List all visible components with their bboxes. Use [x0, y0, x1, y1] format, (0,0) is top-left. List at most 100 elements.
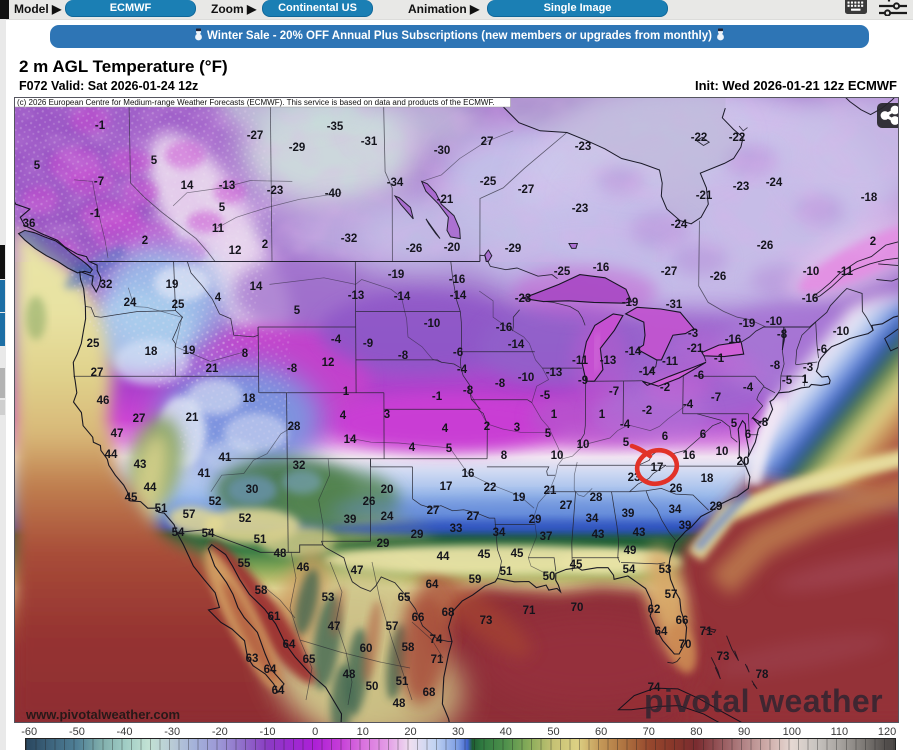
svg-text:34: 34 — [586, 513, 599, 525]
svg-text:47: 47 — [111, 428, 124, 440]
svg-text:-25: -25 — [554, 266, 571, 278]
svg-text:45: 45 — [478, 549, 491, 561]
svg-text:-10: -10 — [803, 266, 820, 278]
svg-text:55: 55 — [238, 558, 251, 570]
svg-text:59: 59 — [469, 574, 482, 586]
svg-text:10: 10 — [577, 439, 590, 451]
svg-text:-14: -14 — [394, 291, 411, 303]
svg-text:-19: -19 — [739, 318, 756, 330]
svg-text:-13: -13 — [348, 290, 365, 302]
svg-text:17: 17 — [651, 462, 664, 474]
svg-text:5: 5 — [294, 305, 301, 317]
svg-text:-26: -26 — [710, 271, 727, 283]
svg-text:-29: -29 — [505, 243, 522, 255]
svg-text:-7: -7 — [711, 392, 721, 404]
svg-text:78: 78 — [756, 669, 769, 681]
svg-text:26: 26 — [670, 483, 683, 495]
svg-text:43: 43 — [134, 459, 147, 471]
svg-text:-8: -8 — [758, 417, 769, 429]
svg-text:44: 44 — [144, 482, 157, 494]
svg-text:3: 3 — [384, 409, 390, 421]
svg-text:45: 45 — [511, 548, 524, 560]
svg-text:16: 16 — [462, 468, 475, 480]
svg-text:-40: -40 — [325, 188, 342, 200]
svg-text:-24: -24 — [766, 177, 783, 189]
svg-text:30: 30 — [246, 484, 259, 496]
svg-text:68: 68 — [423, 687, 436, 699]
svg-text:49: 49 — [624, 545, 637, 557]
svg-text:54: 54 — [172, 527, 185, 539]
svg-text:www.pivotalweather.com: www.pivotalweather.com — [25, 707, 180, 722]
svg-text:65: 65 — [398, 592, 411, 604]
svg-text:6: 6 — [700, 429, 706, 441]
svg-text:1: 1 — [802, 374, 809, 386]
svg-text:57: 57 — [183, 509, 196, 521]
svg-text:19: 19 — [183, 345, 196, 357]
svg-text:-31: -31 — [666, 299, 683, 311]
svg-text:-21: -21 — [696, 190, 713, 202]
svg-text:28: 28 — [288, 421, 301, 433]
svg-text:-19: -19 — [622, 297, 639, 309]
svg-text:-10: -10 — [766, 316, 783, 328]
svg-text:34: 34 — [493, 527, 506, 539]
svg-text:-5: -5 — [782, 375, 793, 387]
svg-text:-4: -4 — [743, 382, 754, 394]
svg-text:6: 6 — [662, 431, 668, 443]
svg-text:-27: -27 — [247, 130, 264, 142]
svg-text:73: 73 — [717, 651, 730, 663]
svg-text:-26: -26 — [757, 240, 774, 252]
svg-text:47: 47 — [328, 621, 341, 633]
svg-text:53: 53 — [659, 564, 672, 576]
svg-text:52: 52 — [209, 496, 222, 508]
svg-text:-8: -8 — [495, 378, 506, 390]
svg-text:-16: -16 — [725, 334, 742, 346]
svg-text:pivotal weather: pivotal weather — [644, 683, 883, 719]
svg-text:64: 64 — [283, 639, 296, 651]
svg-text:39: 39 — [679, 520, 692, 532]
svg-text:64: 64 — [264, 664, 277, 676]
svg-text:-27: -27 — [661, 266, 678, 278]
svg-text:24: 24 — [381, 511, 394, 523]
svg-text:48: 48 — [343, 669, 356, 681]
svg-text:71: 71 — [700, 626, 713, 638]
svg-text:2: 2 — [262, 239, 268, 251]
svg-text:16: 16 — [683, 450, 696, 462]
svg-text:51: 51 — [500, 566, 513, 578]
svg-text:-11: -11 — [572, 355, 589, 367]
svg-text:36: 36 — [23, 218, 36, 230]
svg-text:1: 1 — [599, 409, 606, 421]
svg-text:29: 29 — [529, 514, 542, 526]
svg-text:-2: -2 — [660, 382, 670, 394]
svg-text:-4: -4 — [457, 364, 468, 376]
svg-text:-24: -24 — [671, 219, 688, 231]
svg-text:-23: -23 — [572, 203, 589, 215]
svg-text:-31: -31 — [361, 136, 378, 148]
svg-text:57: 57 — [665, 589, 678, 601]
svg-text:-6: -6 — [817, 344, 827, 356]
svg-text:4: 4 — [409, 442, 416, 454]
svg-text:-14: -14 — [450, 290, 467, 302]
svg-text:58: 58 — [402, 642, 415, 654]
svg-text:25: 25 — [87, 338, 100, 350]
svg-text:-10: -10 — [424, 318, 441, 330]
svg-text:-18: -18 — [861, 192, 878, 204]
svg-text:-16: -16 — [593, 262, 610, 274]
svg-text:20: 20 — [381, 484, 394, 496]
svg-text:-3: -3 — [688, 328, 698, 340]
svg-text:14: 14 — [181, 180, 194, 192]
svg-text:46: 46 — [97, 395, 110, 407]
svg-text:5: 5 — [34, 160, 41, 172]
svg-text:18: 18 — [701, 473, 714, 485]
svg-text:60: 60 — [360, 643, 373, 655]
svg-text:66: 66 — [412, 612, 425, 624]
svg-text:-4: -4 — [620, 419, 631, 431]
svg-text:45: 45 — [125, 492, 138, 504]
svg-text:14: 14 — [250, 281, 263, 293]
svg-text:28: 28 — [590, 492, 603, 504]
svg-text:-8: -8 — [287, 363, 298, 375]
svg-text:-3: -3 — [803, 362, 813, 374]
svg-text:71: 71 — [523, 605, 536, 617]
svg-text:32: 32 — [100, 279, 113, 291]
svg-text:-35: -35 — [327, 121, 344, 133]
svg-text:37: 37 — [540, 531, 553, 543]
